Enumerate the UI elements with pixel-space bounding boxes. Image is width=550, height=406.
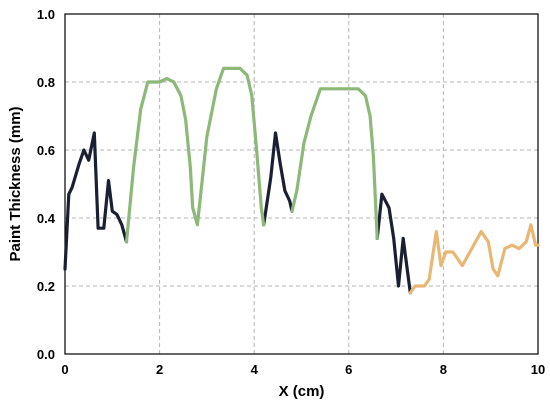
x-tick-label: 6 [345, 362, 352, 377]
series-3-line-segment-1 [408, 223, 540, 295]
plot-area-border [64, 13, 539, 355]
y-tick-label: 0.4 [37, 211, 56, 226]
x-axis-title: X (cm) [279, 383, 325, 400]
x-tick-label: 4 [251, 362, 259, 377]
y-tick-label: 0.6 [37, 143, 55, 158]
series-1-line-segment-1 [63, 131, 129, 271]
series-1-line-segment-3 [375, 192, 412, 295]
series-2-line-segment-2 [290, 87, 379, 240]
x-tick-label: 0 [61, 362, 68, 377]
x-tick-label: 10 [531, 362, 545, 377]
y-tick-label: 0.8 [37, 75, 55, 90]
x-tick-label: 2 [156, 362, 163, 377]
series-layer [63, 66, 540, 295]
y-tick-label: 0.0 [37, 347, 55, 362]
x-tick-label: 8 [440, 362, 447, 377]
y-axis-title: Paint Thickness (mm) [7, 106, 24, 261]
x-axis-tick-labels: 0 2 4 6 8 10 [61, 362, 545, 377]
series-1-line-segment-2 [262, 131, 294, 227]
series-2-line-segment-1 [124, 66, 266, 244]
y-tick-label: 0.2 [37, 279, 55, 294]
gridlines [65, 14, 538, 354]
y-tick-label: 1.0 [37, 7, 55, 22]
y-axis-tick-labels: 0.0 0.2 0.4 0.6 0.8 1.0 [37, 7, 56, 362]
